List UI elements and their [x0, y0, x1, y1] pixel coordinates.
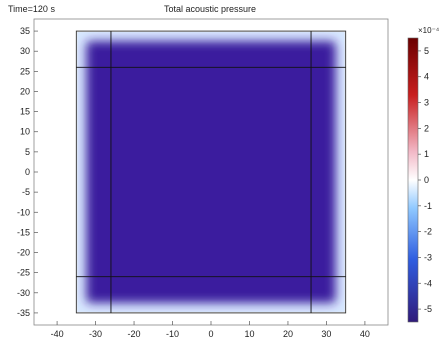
x-tick-label: -10 [166, 329, 179, 339]
x-tick-label: 0 [208, 329, 213, 339]
domain-outline [75, 30, 347, 314]
x-tick-label: -30 [89, 329, 102, 339]
axes-area: -40 -30 -20 -10 0 10 20 30 40 -35 -30 -25 -20 -15 -10… [17, 18, 389, 339]
y-tick-label: -20 [17, 248, 30, 258]
boundary-lines [76, 31, 346, 313]
y-tick-label: -30 [17, 288, 30, 298]
y-tick-label: 35 [20, 26, 30, 36]
y-tick-label: -15 [17, 227, 30, 237]
colorbar-tick-label: 2 [424, 123, 429, 133]
colorbar: ×10⁻⁴ 5 4 3 2 1 0 -1 -2 -3 -4 -5 [407, 26, 440, 323]
colorbar-gradient [407, 37, 419, 323]
field-interior [86, 41, 336, 303]
colorbar-tick-label: -3 [424, 252, 432, 262]
colorbar-tick-label: 5 [424, 46, 429, 56]
x-tick-label: -40 [51, 329, 64, 339]
x-tick-label: 20 [283, 329, 293, 339]
y-tick-label: 15 [20, 107, 30, 117]
x-tick-label: 30 [321, 329, 331, 339]
y-tick-label: -10 [17, 207, 30, 217]
x-axis-ticks: -40 -30 -20 -10 0 10 20 30 40 [51, 321, 370, 339]
colorbar-tick-label: 1 [424, 149, 429, 159]
colorbar-tick-label: 0 [424, 175, 429, 185]
colorbar-exponent-label: ×10⁻⁴ [418, 26, 440, 35]
colorbar-tick-label: -2 [424, 227, 432, 237]
y-tick-label: 20 [20, 86, 30, 96]
colorbar-ticks: 5 4 3 2 1 0 -1 -2 -3 -4 -5 [418, 46, 432, 314]
plot-title: Total acoustic pressure [164, 4, 256, 14]
colorbar-tick-label: 4 [424, 72, 429, 82]
colorbar-tick-label: -5 [424, 304, 432, 314]
field-layer [77, 32, 345, 312]
y-tick-label: -35 [17, 308, 30, 318]
y-tick-label: 30 [20, 46, 30, 56]
y-tick-label: 0 [25, 167, 30, 177]
colorbar-tick-label: 3 [424, 98, 429, 108]
x-tick-label: -20 [128, 329, 141, 339]
time-label: Time=120 s [8, 4, 55, 14]
y-tick-label: 10 [20, 127, 30, 137]
y-tick-label: 5 [25, 147, 30, 157]
y-axis-ticks: -35 -30 -25 -20 -15 -10 -5 0 5 10 15 20 25 30 35 [17, 26, 38, 318]
x-tick-label: 10 [244, 329, 254, 339]
colorbar-tick-label: -1 [424, 201, 432, 211]
y-tick-label: -25 [17, 268, 30, 278]
y-tick-label: 25 [20, 66, 30, 76]
y-tick-label: -5 [22, 187, 30, 197]
x-tick-label: 40 [360, 329, 370, 339]
colorbar-tick-label: -4 [424, 278, 432, 288]
